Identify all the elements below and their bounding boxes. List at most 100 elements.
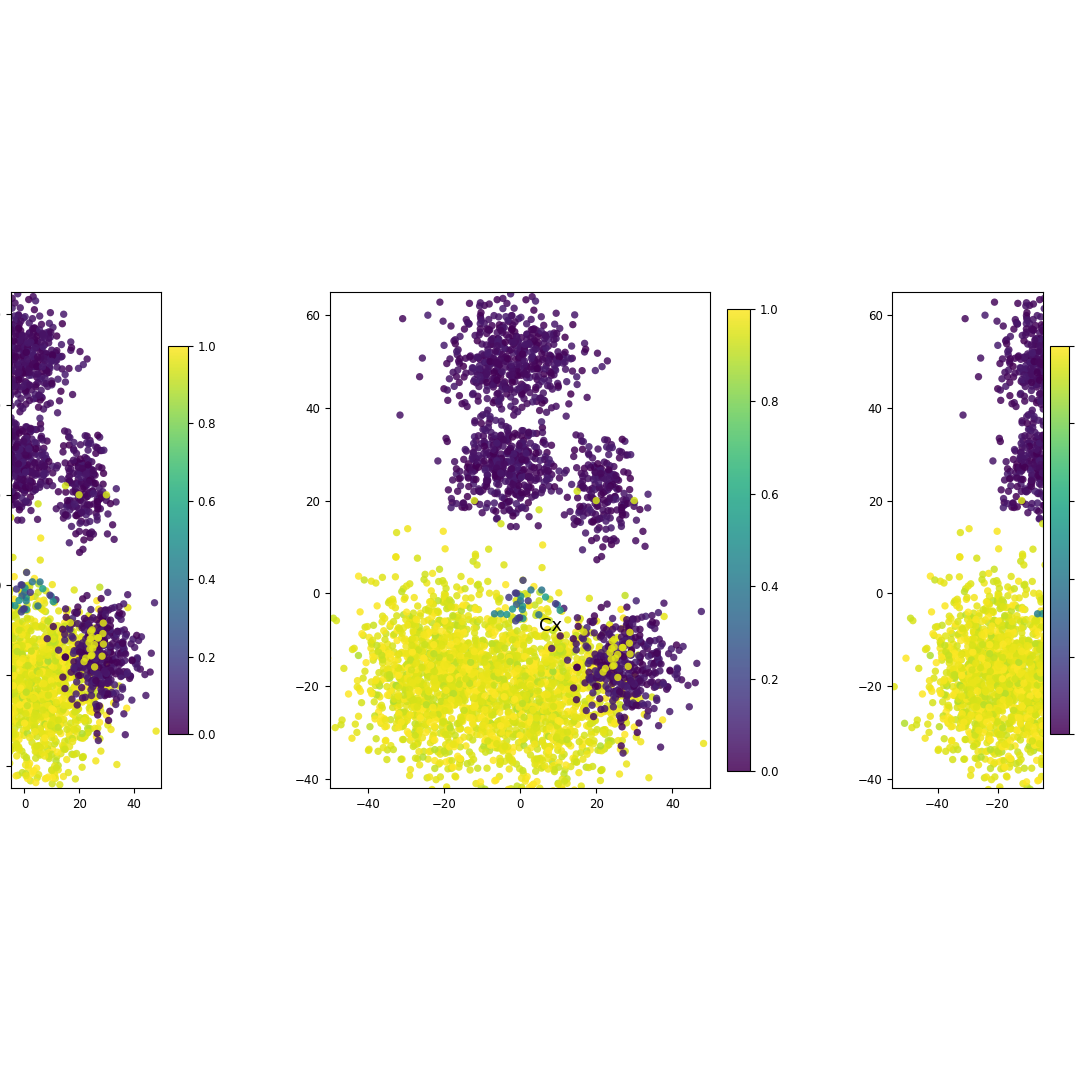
Point bbox=[39, 666, 56, 684]
Point bbox=[349, 678, 366, 696]
Point bbox=[993, 716, 1010, 733]
Point bbox=[44, 624, 62, 642]
Point bbox=[480, 472, 497, 489]
Point bbox=[1077, 632, 1080, 649]
Point bbox=[12, 381, 29, 399]
Point bbox=[474, 421, 491, 438]
Point bbox=[407, 665, 424, 683]
Point bbox=[544, 663, 562, 680]
Point bbox=[1057, 728, 1075, 745]
Point bbox=[28, 688, 45, 705]
Point bbox=[675, 638, 692, 656]
Point bbox=[0, 446, 15, 463]
Point bbox=[1002, 739, 1020, 756]
Point bbox=[1053, 365, 1070, 382]
Point bbox=[26, 718, 43, 735]
Point bbox=[598, 432, 616, 449]
Point bbox=[446, 735, 463, 753]
Point bbox=[1063, 707, 1080, 725]
Point bbox=[72, 646, 90, 663]
Point bbox=[488, 434, 505, 451]
Point bbox=[29, 333, 46, 350]
Point bbox=[409, 672, 427, 689]
Point bbox=[423, 696, 441, 713]
Point bbox=[0, 320, 4, 337]
Point bbox=[492, 445, 510, 462]
Point bbox=[1047, 518, 1064, 536]
Point bbox=[988, 523, 1005, 540]
Point bbox=[77, 689, 94, 706]
Point bbox=[530, 683, 548, 700]
Point bbox=[982, 760, 999, 778]
Point bbox=[618, 617, 635, 634]
Point bbox=[35, 731, 52, 748]
Point bbox=[48, 345, 65, 362]
Point bbox=[454, 693, 471, 711]
Point bbox=[413, 711, 430, 728]
Point bbox=[42, 706, 59, 724]
Point bbox=[72, 491, 90, 509]
Point bbox=[1045, 612, 1063, 630]
Point bbox=[1041, 653, 1058, 671]
Point bbox=[534, 559, 551, 577]
Point bbox=[463, 359, 481, 376]
Point bbox=[430, 572, 447, 590]
Point bbox=[406, 698, 423, 715]
Point bbox=[498, 386, 515, 403]
Point bbox=[575, 477, 592, 495]
Point bbox=[1005, 394, 1023, 411]
Point bbox=[509, 647, 526, 664]
Point bbox=[591, 510, 608, 527]
Point bbox=[548, 697, 565, 714]
Point bbox=[604, 651, 621, 669]
Point bbox=[1045, 658, 1063, 675]
Point bbox=[516, 629, 534, 646]
Point bbox=[481, 679, 498, 697]
Point bbox=[568, 660, 585, 677]
Point bbox=[539, 686, 556, 703]
Point bbox=[85, 485, 103, 502]
Point bbox=[550, 377, 567, 394]
Point bbox=[96, 669, 113, 686]
Point bbox=[490, 620, 508, 637]
Point bbox=[472, 362, 489, 379]
Point bbox=[0, 384, 3, 402]
Point bbox=[25, 690, 42, 707]
Point bbox=[38, 346, 55, 363]
Point bbox=[81, 432, 98, 449]
Point bbox=[455, 357, 472, 375]
Point bbox=[1025, 584, 1042, 602]
Point bbox=[478, 325, 496, 342]
Point bbox=[492, 336, 510, 353]
Point bbox=[476, 616, 494, 633]
Point bbox=[0, 342, 16, 360]
Point bbox=[476, 365, 494, 382]
Point bbox=[451, 670, 469, 687]
Point bbox=[570, 664, 588, 681]
Point bbox=[1028, 436, 1045, 454]
Point bbox=[1063, 673, 1080, 690]
Point bbox=[974, 699, 991, 716]
Point bbox=[1071, 604, 1080, 621]
Point bbox=[1012, 699, 1029, 716]
Point bbox=[28, 744, 45, 761]
Point bbox=[40, 354, 57, 372]
Point bbox=[22, 620, 39, 637]
Point bbox=[384, 591, 402, 608]
Point bbox=[497, 353, 514, 370]
Point bbox=[960, 670, 977, 687]
Point bbox=[1010, 349, 1027, 366]
Point bbox=[499, 742, 516, 759]
Point bbox=[588, 649, 605, 666]
Point bbox=[484, 731, 501, 748]
Point bbox=[451, 656, 469, 673]
Point bbox=[507, 337, 524, 354]
Point bbox=[0, 443, 12, 460]
Point bbox=[1051, 663, 1068, 680]
Point bbox=[488, 661, 505, 678]
Point bbox=[580, 670, 597, 687]
Point bbox=[494, 449, 511, 467]
Point bbox=[434, 523, 451, 540]
Point bbox=[593, 627, 610, 645]
Point bbox=[548, 701, 565, 718]
